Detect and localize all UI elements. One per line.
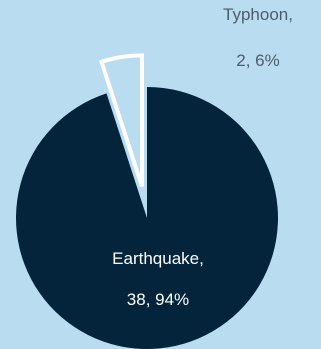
data-label-earthquake: Earthquake, 38, 94% [112,249,204,309]
data-label-earthquake-line2: 38, 94% [127,290,189,309]
data-label-typhoon: Typhoon, 2, 6% [223,5,293,70]
pie-slice-earthquake [15,87,278,349]
data-label-typhoon-line2: 2, 6% [236,51,279,70]
data-label-typhoon-line1: Typhoon, [223,5,293,24]
data-label-earthquake-line1: Earthquake, [112,249,204,268]
pie-slice-typhoon [98,53,144,188]
